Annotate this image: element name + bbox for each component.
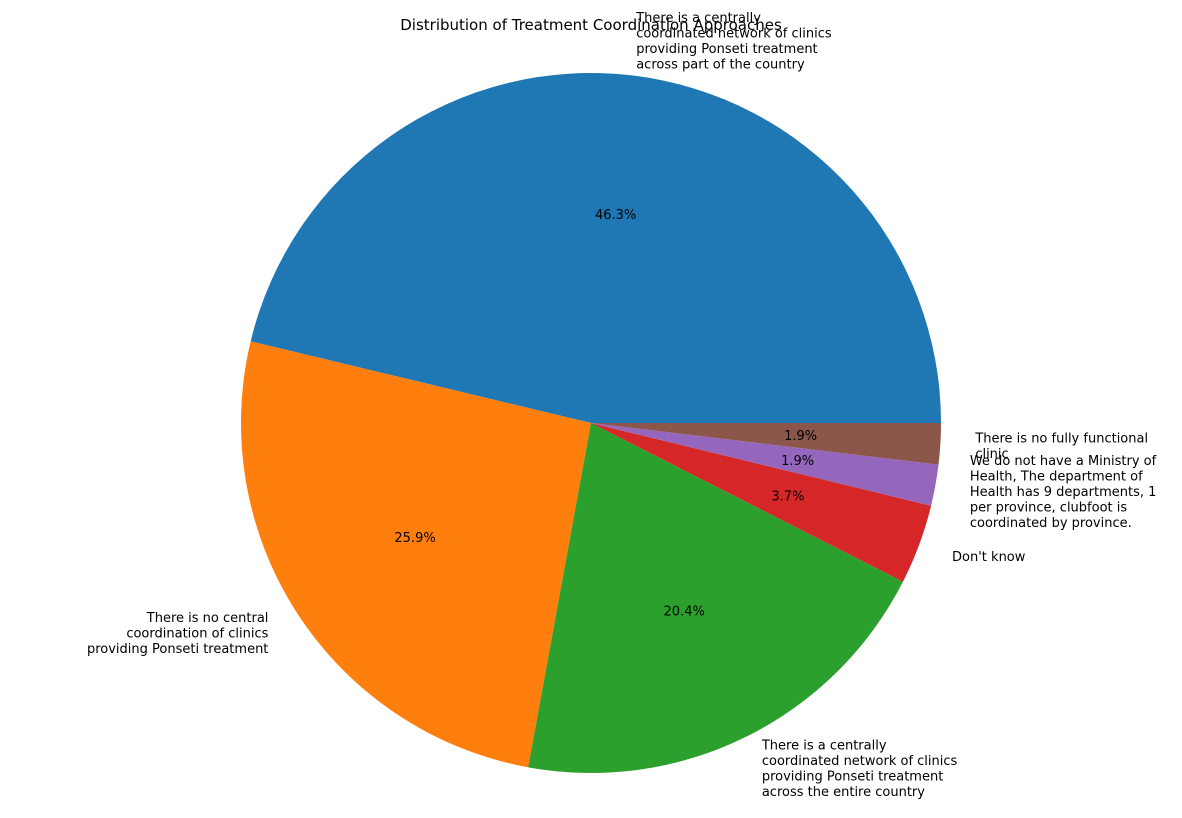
slice-label-3: Don't know xyxy=(952,550,1026,565)
slice-labels: There is a centrally coordinated network … xyxy=(87,11,1157,800)
slice-label-2-line-0: There is a centrally xyxy=(761,738,887,753)
slice-label-4-line-1: Health, The department of xyxy=(970,470,1143,485)
slice-label-1-line-0: There is no central xyxy=(146,611,269,626)
slice-label-0: There is a centrally coordinated network … xyxy=(635,11,832,73)
slice-label-1-line-1: coordination of clinics xyxy=(126,627,268,642)
slice-label-4-line-4: coordinated by province. xyxy=(970,516,1132,531)
slice-label-2-line-2: providing Ponseti treatment xyxy=(762,769,943,784)
pct-label-4: 1.9% xyxy=(781,454,814,469)
pct-label-3: 3.7% xyxy=(771,489,804,504)
chart-title: Distribution of Treatment Coordination A… xyxy=(400,16,782,34)
pie-slice-5 xyxy=(591,423,941,465)
slice-label-0-line-3: across part of the country xyxy=(636,57,805,72)
slice-label-5-line-1: clinic xyxy=(975,447,1008,462)
pie-slice-3 xyxy=(591,423,932,582)
pie-slice-1 xyxy=(241,341,591,768)
percentage-labels: 46.3% 25.9% 20.4% 3.7% 1.9% 1.9% xyxy=(394,208,817,620)
pie-slices xyxy=(241,72,942,773)
slice-label-4: We do not have a Ministry of Health, The … xyxy=(970,454,1157,531)
slice-label-3-line-0: Don't know xyxy=(952,550,1026,565)
pct-label-1: 25.9% xyxy=(394,531,435,546)
slice-label-5: There is no fully functional clinic xyxy=(974,432,1148,463)
slice-label-0-line-1: coordinated network of clinics xyxy=(636,26,832,41)
pie-slice-0 xyxy=(250,72,942,423)
pie-slice-2 xyxy=(528,423,903,773)
pct-label-2: 20.4% xyxy=(664,605,705,620)
slice-label-5-line-0: There is no fully functional xyxy=(974,432,1148,447)
slice-label-2: There is a centrally coordinated network … xyxy=(761,738,958,800)
slice-label-1-line-2: providing Ponseti treatment xyxy=(87,642,268,657)
pct-label-5: 1.9% xyxy=(784,429,817,444)
slice-label-4-line-3: per province, clubfoot is xyxy=(970,501,1128,516)
slice-label-2-line-1: coordinated network of clinics xyxy=(762,754,958,769)
slice-label-4-line-0: We do not have a Ministry of xyxy=(970,454,1157,469)
pct-label-0: 46.3% xyxy=(595,208,636,223)
slice-label-0-line-2: providing Ponseti treatment xyxy=(636,42,817,57)
slice-label-4-line-2: Health has 9 departments, 1 xyxy=(970,485,1157,500)
slice-label-0-line-0: There is a centrally xyxy=(635,11,761,26)
slice-label-1: There is no central coordination of clini… xyxy=(87,611,269,657)
slice-label-2-line-3: across the entire country xyxy=(762,785,925,800)
pie-slice-4 xyxy=(591,423,939,506)
